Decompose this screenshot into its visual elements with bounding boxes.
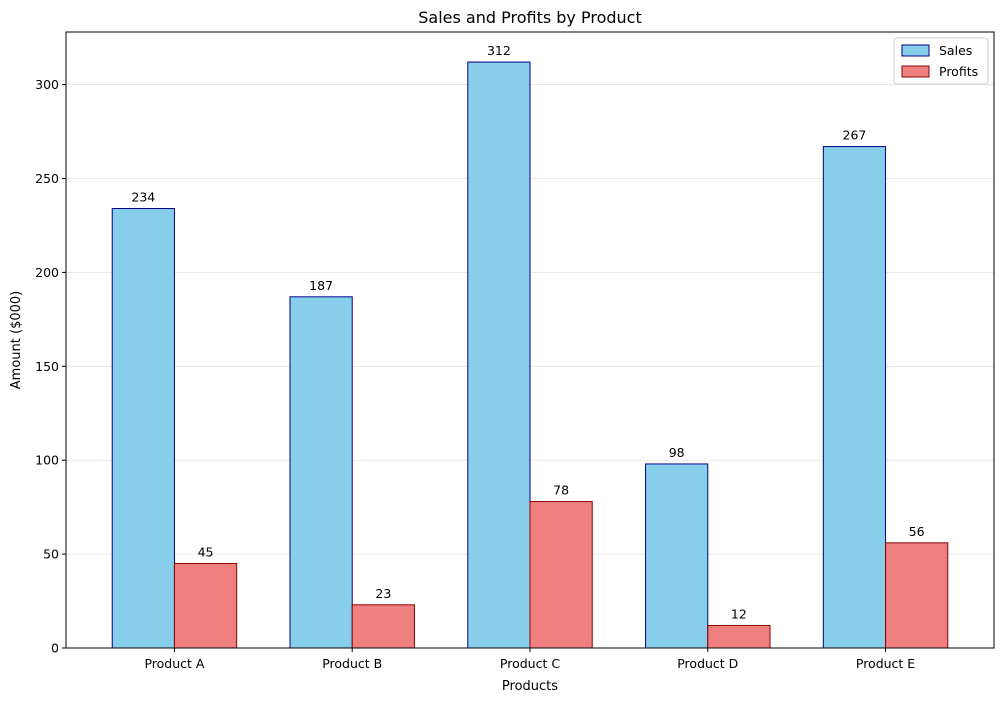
y-tick-label: 100 <box>35 453 59 468</box>
x-tick-label: Product B <box>322 656 382 671</box>
x-tick-label: Product D <box>677 656 738 671</box>
y-tick-label: 150 <box>35 359 59 374</box>
x-tick-label: Product C <box>500 656 560 671</box>
data-label: 12 <box>731 606 747 621</box>
y-axis-label: Amount ($000) <box>9 291 24 389</box>
bar-profits-3 <box>529 501 593 649</box>
bar-sales-1 <box>111 208 175 649</box>
legend-label-sales: Sales <box>939 43 972 58</box>
bar-profits-2 <box>351 604 415 649</box>
chart-title: Sales and Profits by Product <box>418 8 641 27</box>
data-label: 312 <box>487 43 511 58</box>
x-axis-label: Products <box>502 679 558 694</box>
data-label: 267 <box>843 128 867 143</box>
bar-sales-2 <box>289 296 353 649</box>
data-label: 56 <box>909 524 925 539</box>
y-tick-label: 50 <box>43 547 59 562</box>
data-label: 23 <box>375 586 391 601</box>
legend-label-profits: Profits <box>939 64 978 79</box>
legend-swatch-sales <box>901 44 930 57</box>
y-axis: 0 50 100 150 200 250 300 <box>35 77 66 656</box>
y-tick-label: 0 <box>51 641 59 656</box>
bar-profits-5 <box>885 542 949 649</box>
x-axis: Product A Product B Product C Product D Prod… <box>144 648 915 671</box>
x-tick-label: Product A <box>144 656 204 671</box>
bar-sales-4 <box>645 463 709 649</box>
data-labels: 234 187 312 98 267 45 23 78 12 56 <box>131 43 924 621</box>
data-label: 98 <box>669 445 685 460</box>
data-label: 187 <box>309 278 333 293</box>
bar-profits-1 <box>173 562 238 649</box>
bars <box>111 61 949 649</box>
bar-profits-4 <box>707 624 771 649</box>
y-tick-label: 250 <box>35 171 59 186</box>
legend: Sales Profits <box>893 37 989 85</box>
bar-sales-3 <box>467 61 531 649</box>
data-label: 45 <box>198 544 214 559</box>
y-tick-label: 300 <box>35 77 59 92</box>
bar-sales-5 <box>822 146 887 649</box>
y-tick-label: 200 <box>35 265 59 280</box>
legend-swatch-profits <box>901 65 930 78</box>
x-tick-label: Product E <box>856 656 915 671</box>
data-label: 78 <box>553 483 569 498</box>
data-label: 234 <box>131 190 155 205</box>
